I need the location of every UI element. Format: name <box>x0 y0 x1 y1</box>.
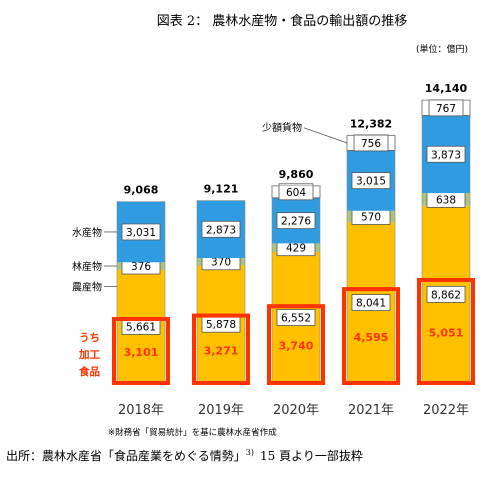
processed-food-box-5 <box>417 277 475 386</box>
forest-4-label: 570 <box>361 211 381 223</box>
series-label-1: 水産物 <box>72 226 102 239</box>
processed-food-box-2 <box>192 313 250 385</box>
small-cargo-5-label: 767 <box>436 103 456 115</box>
processed-food-value-3: 3,740 <box>279 340 314 353</box>
processed-label-3: 食品 <box>78 365 100 378</box>
small-cargo-3-box <box>278 183 314 201</box>
fishery-2-box <box>201 220 241 238</box>
processed-food-value-4: 4,595 <box>354 331 389 344</box>
total-label-5: 14,140 <box>425 82 468 95</box>
agri-1-label: 5,661 <box>126 321 156 333</box>
category-label-4: 2021年 <box>348 403 394 418</box>
forest-2-label: 370 <box>211 257 231 269</box>
total-label-1: 9,068 <box>124 184 159 197</box>
processed-food-value-2: 3,271 <box>204 344 239 357</box>
forest-3-label: 429 <box>286 243 306 255</box>
series-label-3: 農産物 <box>72 280 102 293</box>
agri-4-label: 8,041 <box>356 298 386 310</box>
fishery-3-label: 2,276 <box>281 216 311 228</box>
forest-1-label: 376 <box>131 261 151 273</box>
agri-5-box <box>426 285 466 303</box>
agri-3-box <box>276 309 316 326</box>
total-label-3: 9,860 <box>279 168 314 181</box>
processed-label-2: 加工 <box>78 348 100 361</box>
fishery-4-label: 3,015 <box>356 176 386 188</box>
category-label-1: 2018年 <box>118 403 164 418</box>
processed-food-value-5: 5,051 <box>429 326 464 339</box>
citation-superscript: 3) <box>245 448 254 457</box>
agri-5-label: 8,862 <box>431 289 461 301</box>
agri-2-label: 5,878 <box>206 319 236 331</box>
processed-label-1: うち <box>79 332 100 344</box>
forest-5-label: 638 <box>436 194 456 206</box>
fishery-4-box <box>351 172 391 190</box>
citation: 出所：農林水産省「食品産業をめぐる情勢」3) 15 頁より一部抜粋 <box>6 447 363 464</box>
fishery-5-box <box>426 145 466 163</box>
agri-3-label: 6,552 <box>281 312 311 324</box>
fishery-2-label: 2,873 <box>206 224 236 236</box>
small-cargo-callout-label: 少額貨物 <box>262 121 302 134</box>
chart-title: 図表 2： 農林水産物・食品の輸出額の推移 <box>157 13 408 29</box>
processed-food-box-4 <box>342 287 400 386</box>
small-cargo-5-box <box>428 99 464 117</box>
small-cargo-3-label: 604 <box>286 187 306 199</box>
citation-page: 15 頁より一部抜粋 <box>259 449 363 463</box>
processed-food-box-1 <box>112 316 170 386</box>
fishery-1-label: 3,031 <box>126 227 156 239</box>
small-cargo-callout-leader <box>303 127 348 144</box>
small-cargo-4-label: 756 <box>361 138 381 150</box>
category-label-2: 2019年 <box>198 403 244 418</box>
total-label-4: 12,382 <box>350 117 392 130</box>
fishery-1-box <box>121 223 161 241</box>
processed-food-value-1: 3,101 <box>124 346 159 359</box>
unit-label: (単位：億円) <box>416 43 468 55</box>
small-cargo-4-box <box>353 134 389 152</box>
category-label-3: 2020年 <box>273 403 319 418</box>
total-label-2: 9,121 <box>204 183 239 196</box>
bars-group: 5,661 376 3,031 9,068 3,101 2018年 5,878 370 2,87… <box>112 82 475 418</box>
citation-text: 出所：農林水産省「食品産業をめぐる情勢」 <box>6 449 246 463</box>
processed-food-box-3 <box>267 304 325 386</box>
series-label-2: 林産物 <box>72 260 102 273</box>
fishery-5-label: 3,873 <box>431 149 461 161</box>
fishery-3-box <box>276 212 316 230</box>
category-label-5: 2022年 <box>423 403 469 418</box>
source-note: ※財務省「貿易統計」を基に農林水産省作成 <box>108 428 277 438</box>
agri-4-box <box>351 294 391 311</box>
